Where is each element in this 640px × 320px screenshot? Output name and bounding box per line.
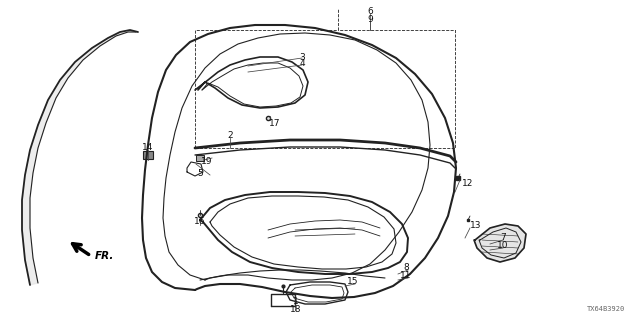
Text: FR.: FR. [95,251,115,261]
Polygon shape [22,30,138,285]
Text: TX64B3920: TX64B3920 [587,306,625,312]
Text: 15: 15 [348,277,359,286]
Text: 18: 18 [291,305,301,314]
Text: 10: 10 [497,242,509,251]
Text: 17: 17 [269,119,281,129]
Text: 3: 3 [299,52,305,61]
Text: 14: 14 [142,143,154,153]
Text: 12: 12 [462,179,474,188]
Bar [143,151,153,159]
Bar [196,155,204,161]
Text: 13: 13 [470,221,482,230]
Text: 7: 7 [500,234,506,243]
Text: 6: 6 [367,7,373,17]
Text: 5: 5 [197,170,203,179]
Text: 2: 2 [227,132,233,140]
Polygon shape [474,224,526,262]
Text: 11: 11 [400,271,412,281]
Text: 19: 19 [201,157,212,166]
Text: 16: 16 [195,218,205,227]
Text: 4: 4 [299,60,305,68]
Text: 8: 8 [403,263,409,273]
Text: 9: 9 [367,15,373,25]
Text: 1: 1 [293,297,299,306]
